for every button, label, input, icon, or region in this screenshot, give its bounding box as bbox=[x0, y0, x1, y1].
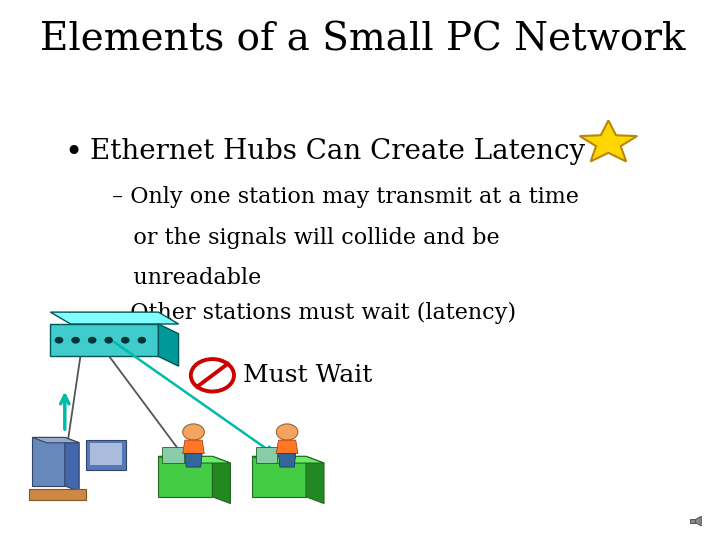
Polygon shape bbox=[306, 456, 324, 503]
Circle shape bbox=[105, 338, 112, 343]
Polygon shape bbox=[183, 440, 204, 454]
Polygon shape bbox=[50, 312, 179, 324]
Polygon shape bbox=[580, 120, 637, 161]
Text: Ethernet Hubs Can Create Latency: Ethernet Hubs Can Create Latency bbox=[90, 138, 585, 165]
Polygon shape bbox=[158, 456, 212, 497]
Circle shape bbox=[72, 338, 79, 343]
Polygon shape bbox=[32, 437, 79, 443]
Polygon shape bbox=[29, 489, 86, 500]
Text: – Other stations must wait (latency): – Other stations must wait (latency) bbox=[112, 302, 516, 325]
Polygon shape bbox=[90, 443, 122, 465]
Polygon shape bbox=[212, 456, 230, 503]
Polygon shape bbox=[86, 440, 126, 470]
Polygon shape bbox=[690, 519, 696, 523]
Circle shape bbox=[183, 424, 204, 440]
Polygon shape bbox=[162, 447, 184, 463]
Text: •: • bbox=[65, 138, 83, 167]
Text: Must Wait: Must Wait bbox=[243, 364, 372, 387]
Polygon shape bbox=[185, 454, 202, 467]
Polygon shape bbox=[252, 456, 324, 463]
Polygon shape bbox=[158, 324, 179, 366]
Circle shape bbox=[55, 338, 63, 343]
Circle shape bbox=[276, 424, 298, 440]
Polygon shape bbox=[65, 437, 79, 491]
Circle shape bbox=[122, 338, 129, 343]
Text: or the signals will collide and be: or the signals will collide and be bbox=[112, 227, 499, 249]
Text: – Only one station may transmit at a time: – Only one station may transmit at a tim… bbox=[112, 186, 578, 208]
Polygon shape bbox=[50, 324, 158, 356]
Polygon shape bbox=[696, 516, 701, 526]
Polygon shape bbox=[279, 454, 296, 467]
Text: unreadable: unreadable bbox=[112, 267, 261, 289]
Circle shape bbox=[138, 338, 145, 343]
Polygon shape bbox=[32, 437, 65, 486]
Polygon shape bbox=[256, 447, 277, 463]
Circle shape bbox=[89, 338, 96, 343]
Text: Elements of a Small PC Network: Elements of a Small PC Network bbox=[40, 22, 685, 59]
Polygon shape bbox=[276, 440, 298, 454]
Polygon shape bbox=[252, 456, 306, 497]
Polygon shape bbox=[158, 456, 230, 463]
